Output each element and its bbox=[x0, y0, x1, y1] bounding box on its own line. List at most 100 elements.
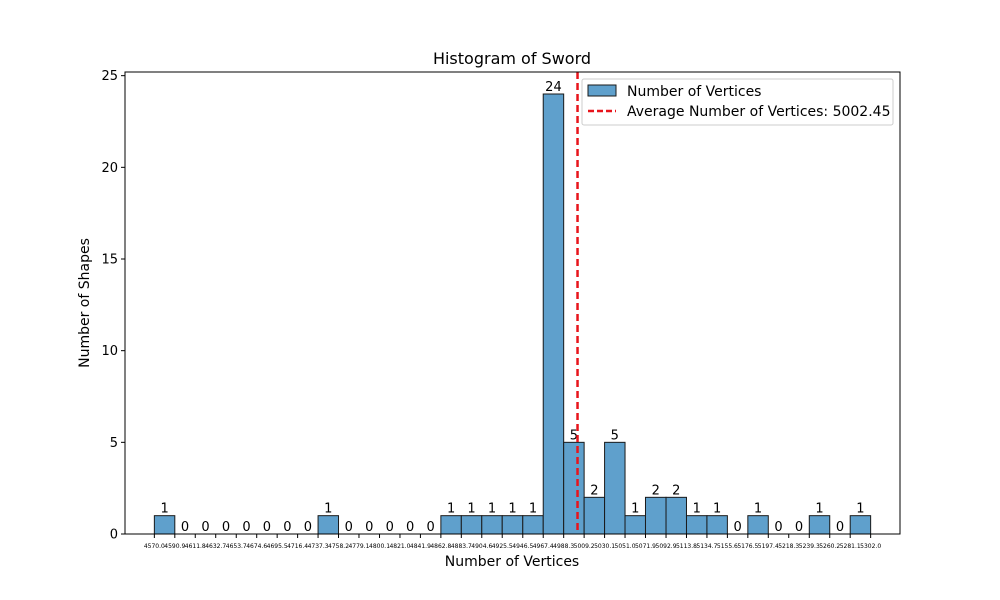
histogram-bar bbox=[849, 515, 872, 535]
histogram-bar bbox=[460, 515, 483, 535]
x-tick-label: 4925.5 bbox=[492, 543, 513, 550]
x-tick-label: 4632.7 bbox=[205, 543, 226, 550]
y-tick-label: 15 bbox=[101, 253, 118, 268]
histogram-bar bbox=[563, 441, 585, 535]
bar-count-label: 0 bbox=[222, 520, 230, 535]
bar-count-label: 1 bbox=[713, 502, 721, 517]
bar-count-label: 0 bbox=[304, 520, 312, 535]
bar-count-label: 1 bbox=[631, 502, 639, 517]
histogram-bar bbox=[665, 496, 687, 535]
x-tick-label: 5176.5 bbox=[737, 543, 758, 550]
x-tick-label: 5071.9 bbox=[635, 543, 656, 550]
bar-count-label: 0 bbox=[263, 520, 271, 535]
bar-count-label: 0 bbox=[386, 520, 394, 535]
x-tick-label: 5239.3 bbox=[799, 543, 820, 550]
x-tick-label: 4779.1 bbox=[348, 543, 369, 550]
bar-count-label: 0 bbox=[774, 520, 782, 535]
bar-count-label: 2 bbox=[672, 483, 680, 498]
x-tick-label: 5281.1 bbox=[840, 543, 861, 550]
y-tick-label: 10 bbox=[101, 344, 118, 359]
bar-count-label: 0 bbox=[201, 520, 209, 535]
bar-count-label: 24 bbox=[545, 80, 562, 95]
x-tick-label: 4967.4 bbox=[533, 543, 554, 550]
x-tick-label: 4674.6 bbox=[246, 543, 267, 550]
bar-count-label: 0 bbox=[427, 520, 435, 535]
bar-count-label: 1 bbox=[447, 502, 455, 517]
histogram-bar bbox=[624, 515, 646, 535]
histogram-bar bbox=[685, 515, 708, 535]
x-tick-label: 4946.5 bbox=[512, 543, 533, 550]
legend: Number of Vertices Average Number of Ver… bbox=[581, 78, 894, 126]
x-tick-label: 5260.2 bbox=[819, 543, 840, 550]
bar-count-label: 1 bbox=[693, 502, 701, 517]
x-tick-label: 5197.4 bbox=[758, 543, 779, 550]
legend-series-label: Number of Vertices bbox=[627, 84, 761, 100]
x-axis: 4570.0 4590.9 4611.8 4632.7 4653.7 4674.6 4695… bbox=[144, 534, 881, 550]
y-axis-label: Number of Shapes bbox=[77, 238, 93, 368]
bar-count-label: 0 bbox=[345, 520, 353, 535]
histogram-bar bbox=[501, 515, 524, 535]
x-tick-label: 4758.2 bbox=[328, 543, 349, 550]
x-tick-label: 4862.8 bbox=[430, 543, 451, 550]
histogram-bar bbox=[522, 515, 544, 535]
x-tick-label: 5030.1 bbox=[594, 543, 615, 550]
x-tick-label: 5302.0 bbox=[860, 543, 881, 550]
histogram-bar bbox=[153, 515, 176, 535]
bar-count-label: 1 bbox=[488, 502, 496, 517]
histogram-bar bbox=[808, 515, 831, 535]
y-tick-label: 5 bbox=[110, 436, 118, 451]
plot-frame bbox=[124, 71, 901, 535]
bar-count-label: 1 bbox=[160, 502, 168, 517]
bar-count-label: 2 bbox=[590, 483, 598, 498]
bar-count-label: 2 bbox=[652, 483, 660, 498]
y-axis: 0 5 10 15 20 25 bbox=[101, 69, 125, 543]
histogram-bar bbox=[481, 515, 503, 535]
x-tick-label: 4841.9 bbox=[410, 543, 431, 550]
x-tick-label: 5218.3 bbox=[778, 543, 799, 550]
bar-count-label: 0 bbox=[283, 520, 291, 535]
histogram-bar bbox=[542, 93, 565, 535]
histogram-bar bbox=[644, 496, 667, 535]
x-axis-label: Number of Vertices bbox=[445, 554, 579, 570]
bar-count-label: 5 bbox=[570, 428, 578, 443]
bar-count-label: 0 bbox=[406, 520, 414, 535]
x-tick-label: 5051.0 bbox=[615, 543, 636, 550]
bar-count-label: 0 bbox=[795, 520, 803, 535]
x-tick-label: 5134.7 bbox=[696, 543, 717, 550]
bar-count-label: 0 bbox=[836, 520, 844, 535]
x-tick-label: 4590.9 bbox=[164, 543, 185, 550]
histogram-bar bbox=[317, 515, 340, 535]
y-tick-label: 0 bbox=[110, 528, 118, 543]
legend-average-label: Average Number of Vertices: 5002.45 bbox=[627, 104, 890, 120]
x-tick-label: 4716.4 bbox=[287, 543, 308, 550]
bar-count-label: 1 bbox=[467, 502, 475, 517]
bar-count-label: 1 bbox=[754, 502, 762, 517]
x-tick-label: 4695.5 bbox=[267, 543, 288, 550]
bars-layer bbox=[153, 93, 872, 535]
histogram-bar bbox=[440, 515, 462, 535]
bar-count-label: 1 bbox=[815, 502, 823, 517]
legend-box bbox=[581, 78, 894, 126]
bar-count-label: 1 bbox=[324, 502, 332, 517]
x-tick-label: 4653.7 bbox=[226, 543, 247, 550]
histogram-bar bbox=[604, 441, 626, 535]
y-tick-label: 20 bbox=[101, 161, 118, 176]
x-tick-label: 5009.2 bbox=[574, 543, 595, 550]
x-tick-label: 4904.6 bbox=[471, 543, 492, 550]
x-tick-label: 4800.1 bbox=[369, 543, 390, 550]
x-tick-label: 5155.6 bbox=[717, 543, 738, 550]
legend-bar-swatch bbox=[587, 84, 617, 97]
bar-count-label: 1 bbox=[529, 502, 537, 517]
x-tick-label: 4988.3 bbox=[553, 543, 574, 550]
bar-count-label: 0 bbox=[733, 520, 741, 535]
histogram-bar bbox=[747, 515, 769, 535]
bar-count-label: 1 bbox=[856, 502, 864, 517]
x-tick-label: 5092.9 bbox=[656, 543, 677, 550]
y-tick-label: 25 bbox=[101, 69, 118, 84]
bar-count-label: 0 bbox=[365, 520, 373, 535]
histogram-bar bbox=[706, 515, 728, 535]
bar-count-label: 0 bbox=[181, 520, 189, 535]
